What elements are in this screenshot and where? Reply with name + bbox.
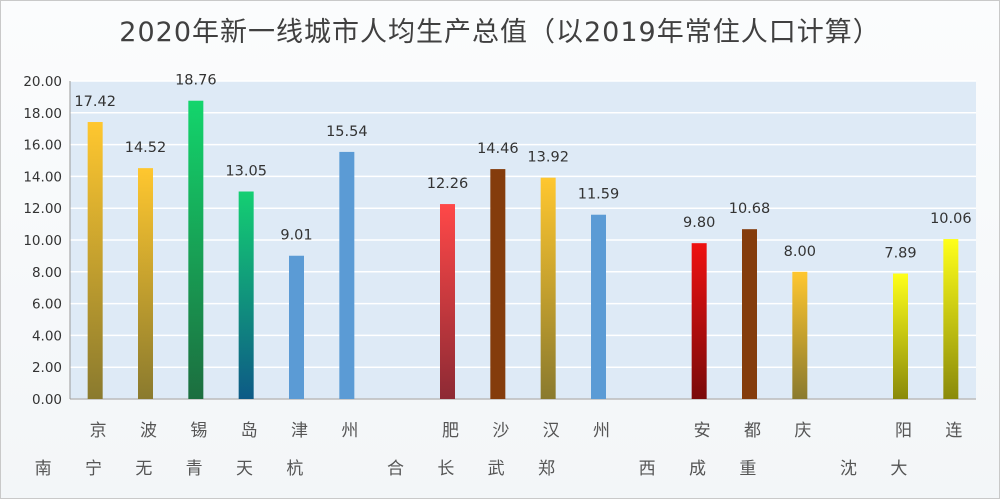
data-label: 13.05 (225, 164, 267, 180)
x-category-label-top: 京 (90, 421, 107, 441)
x-category-label-top: 庆 (794, 421, 811, 441)
bar (691, 243, 707, 399)
data-label: 10.68 (729, 201, 771, 217)
bar (238, 191, 254, 399)
x-category-label-bottom: 大 (890, 459, 907, 479)
data-label: 14.52 (125, 140, 167, 156)
y-tick-label: 14.00 (23, 169, 62, 185)
x-category-label-bottom: 无 (135, 459, 152, 479)
x-category-label-bottom: 沈 (840, 459, 857, 479)
y-tick-label: 18.00 (23, 106, 62, 122)
y-tick-label: 6.00 (32, 297, 62, 313)
x-category-label-bottom: 武 (488, 459, 505, 479)
bar (792, 271, 808, 399)
x-category-label-top: 岛 (241, 421, 258, 441)
x-category-label-bottom: 西 (639, 459, 656, 479)
x-axis: 京南 波宁 锡无 岛青 津天 州杭 肥合 沙长 汉武 州郑 安西 都成 庆重 阳沈 连大 (35, 421, 963, 479)
x-category-label-bottom: 长 (437, 459, 454, 479)
bar (742, 229, 757, 399)
data-label: 18.76 (175, 73, 217, 89)
x-category-label-top: 汉 (543, 421, 560, 441)
data-label: 9.80 (683, 215, 715, 231)
x-category-label-bottom: 南 (35, 459, 52, 479)
x-category-label-top: 津 (291, 421, 308, 441)
data-label: 17.42 (74, 94, 116, 110)
data-label: 14.46 (477, 141, 519, 157)
bar (138, 168, 153, 399)
y-tick-label: 12.00 (23, 201, 62, 217)
x-category-label-bottom: 成 (689, 459, 706, 479)
y-axis: 0.00 2.00 4.00 6.00 8.00 10.00 12.00 14.00 16.00… (23, 74, 976, 408)
x-category-label-bottom: 郑 (538, 459, 555, 479)
bars (87, 100, 959, 399)
y-tick-label: 4.00 (32, 328, 62, 344)
bar (188, 100, 204, 399)
x-category-label-top: 连 (945, 421, 962, 441)
data-label: 7.89 (884, 246, 916, 262)
data-label: 15.54 (326, 124, 368, 140)
bar (87, 122, 103, 399)
x-category-label-top: 都 (744, 421, 761, 441)
bar (943, 239, 959, 399)
bar (289, 255, 304, 399)
x-category-label-top: 州 (341, 421, 358, 441)
bar (440, 204, 455, 399)
data-label: 13.92 (527, 150, 569, 166)
y-tick-label: 10.00 (23, 233, 62, 249)
data-label: 8.00 (784, 244, 816, 260)
y-tick-label: 16.00 (23, 138, 62, 154)
x-category-label-top: 安 (694, 421, 711, 441)
x-category-label-bottom: 天 (236, 459, 253, 479)
bar (591, 214, 606, 399)
chart-title: 2020年新一线城市人均生产总值（以2019年常住人口计算） (119, 17, 881, 48)
data-label: 11.59 (578, 187, 620, 203)
x-category-label-top: 波 (140, 421, 157, 441)
x-category-label-bottom: 合 (387, 459, 404, 479)
data-label: 10.06 (930, 211, 972, 227)
bar (490, 169, 506, 399)
x-category-label-top: 阳 (895, 421, 912, 441)
x-category-label-top: 肥 (442, 421, 459, 441)
data-label: 12.26 (427, 176, 469, 192)
x-category-label-bottom: 重 (739, 459, 756, 479)
bar (339, 151, 355, 399)
data-labels: 17.42 14.52 18.76 13.05 9.01 15.54 12.26 14.46 1… (74, 73, 971, 262)
y-tick-label: 0.00 (32, 392, 62, 408)
x-category-label-bottom: 杭 (286, 459, 303, 479)
y-tick-label: 2.00 (32, 360, 62, 376)
data-label: 9.01 (280, 228, 312, 244)
y-tick-label: 20.00 (23, 74, 62, 90)
y-tick-label: 8.00 (32, 265, 62, 281)
x-category-label-top: 州 (593, 421, 610, 441)
x-category-label-top: 沙 (492, 421, 509, 441)
bar (540, 177, 556, 399)
x-category-label-bottom: 青 (186, 459, 203, 479)
x-category-label-top: 锡 (190, 421, 207, 441)
x-category-label-bottom: 宁 (85, 459, 102, 479)
bar (893, 273, 908, 399)
